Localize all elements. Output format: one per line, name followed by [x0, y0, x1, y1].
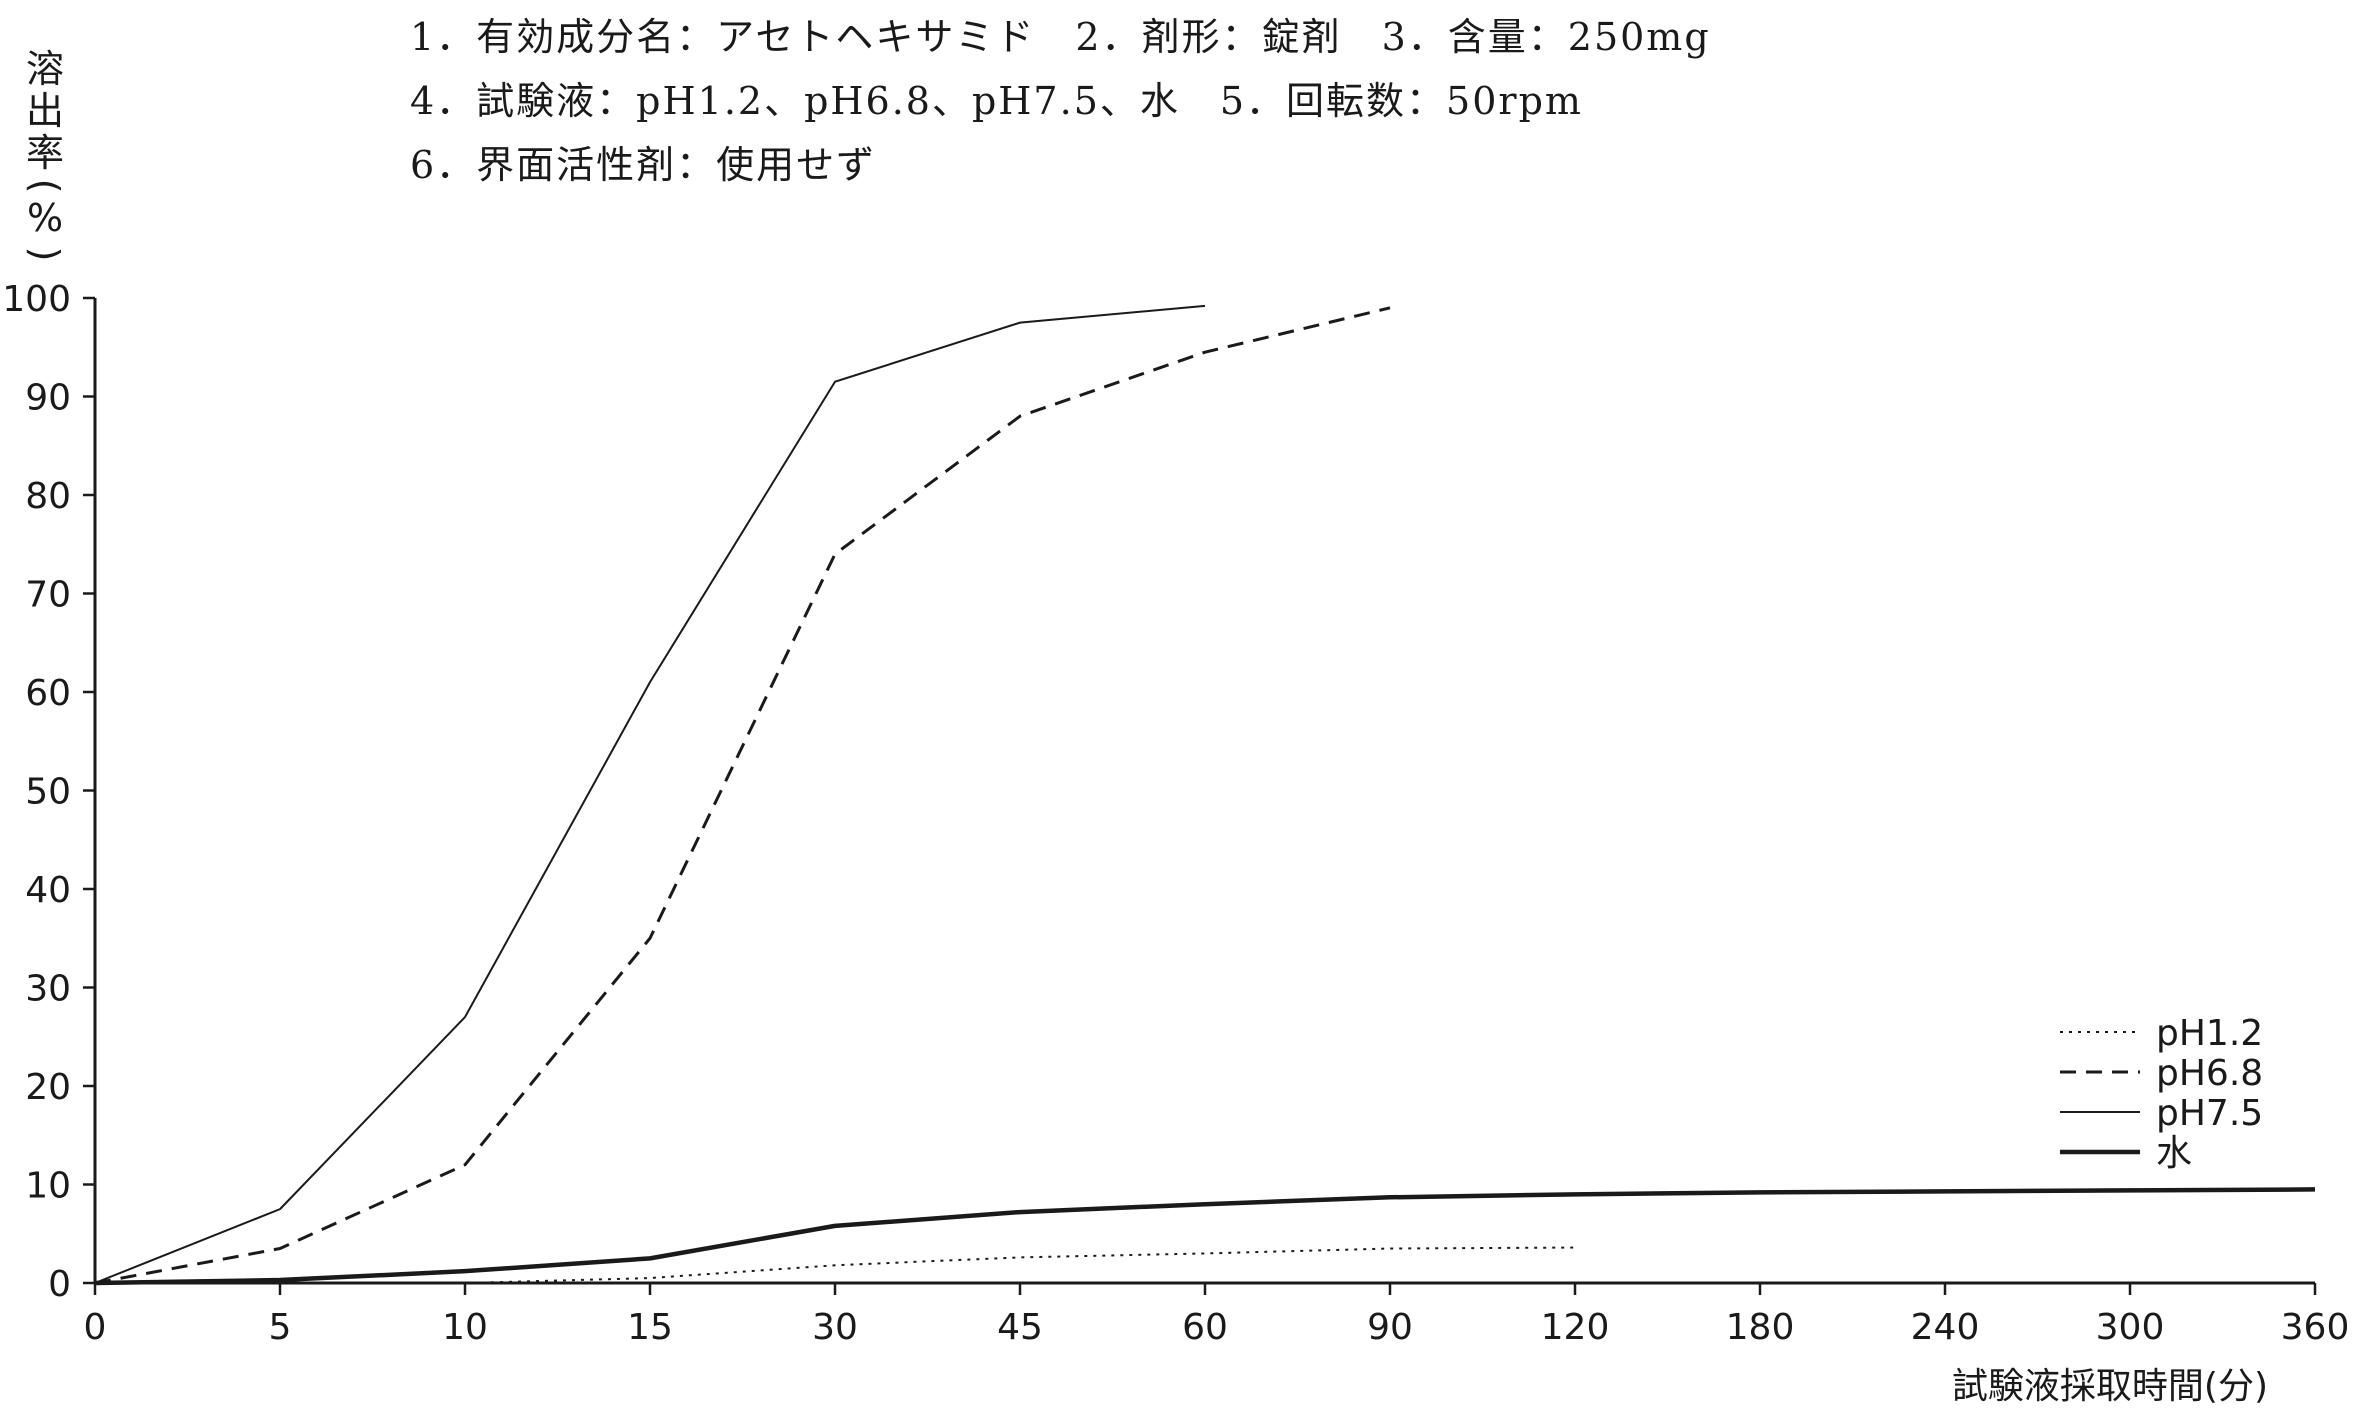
legend-label: pH7.5 — [2156, 1093, 2263, 1134]
y-tick-label: 10 — [25, 1166, 71, 1207]
axes: 0 5 10 15 30 45 60 90 120 180 240 300 360 0 10 20 30 40 50… — [2, 279, 2349, 1348]
y-tick-label: 60 — [25, 673, 71, 714]
y-tick-label: 50 — [25, 772, 71, 813]
series-line-3 — [94, 1187, 2316, 1286]
x-tick-label: 5 — [269, 1307, 292, 1348]
y-axis-label-char: % — [26, 196, 64, 240]
x-tick-label: 0 — [84, 1307, 107, 1348]
y-tick-label: 80 — [25, 476, 71, 517]
x-tick-label: 240 — [1911, 1307, 1980, 1348]
legend-label: pH6.8 — [2156, 1053, 2263, 1094]
series-layer — [94, 304, 2316, 1286]
x-tick-label: 120 — [1541, 1307, 1610, 1348]
x-axis-label: 試験液採取時間(分) — [1952, 1366, 2268, 1407]
y-tick-label: 40 — [25, 870, 71, 911]
x-tick-label: 10 — [442, 1307, 488, 1348]
y-tick-label: 90 — [25, 378, 71, 419]
x-tick-label: 60 — [1182, 1307, 1228, 1348]
series-line-1 — [94, 306, 1391, 1285]
x-tick-label: 180 — [1726, 1307, 1795, 1348]
condition-line-1: 1．有効成分名：アセトヘキサミド 2．剤形：錠剤 3．含量：250mg — [410, 15, 1711, 59]
x-tick-label: 360 — [2281, 1307, 2350, 1348]
condition-line-2: 4．試験液：pH1.2、pH6.8、pH7.5、水 5．回転数：50rpm — [410, 79, 1583, 123]
x-tick-label: 45 — [997, 1307, 1043, 1348]
legend-label: 水 — [2156, 1133, 2192, 1174]
y-axis-label-char: 率 — [25, 131, 64, 175]
x-tick-label: 15 — [627, 1307, 673, 1348]
x-tick-label: 30 — [812, 1307, 858, 1348]
condition-line-3: 6．界面活性剤：使用せず — [410, 143, 877, 187]
y-tick-label: 70 — [25, 575, 71, 616]
y-tick-label: 0 — [48, 1264, 71, 1305]
y-axis-label-char: 出 — [25, 89, 64, 133]
x-tick-label: 90 — [1367, 1307, 1413, 1348]
legend-label: pH1.2 — [2156, 1013, 2263, 1054]
y-tick-label: 30 — [25, 969, 71, 1010]
y-tick-label: 100 — [2, 279, 71, 320]
x-tick-label: 300 — [2096, 1307, 2165, 1348]
y-tick-label: 20 — [25, 1067, 71, 1108]
y-axis-label-char: 溶 — [25, 47, 64, 91]
series-line-2 — [94, 304, 1206, 1284]
